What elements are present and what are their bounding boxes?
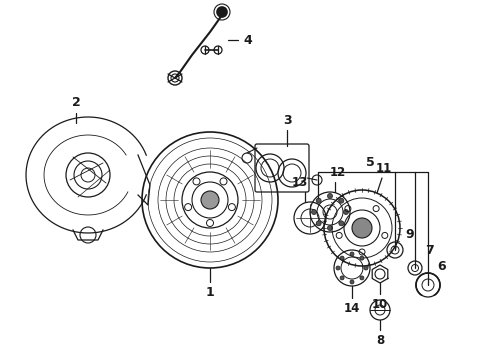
Circle shape	[339, 198, 344, 203]
Circle shape	[316, 221, 321, 226]
Text: 5: 5	[366, 156, 374, 168]
Text: 2: 2	[72, 96, 80, 109]
Circle shape	[217, 7, 227, 17]
Circle shape	[350, 252, 354, 256]
Text: 8: 8	[376, 333, 384, 346]
Circle shape	[201, 191, 219, 209]
Text: 7: 7	[425, 243, 433, 256]
Circle shape	[340, 276, 344, 280]
Circle shape	[327, 194, 333, 198]
Text: 4: 4	[244, 33, 252, 46]
Text: 1: 1	[206, 285, 215, 298]
Circle shape	[350, 280, 354, 284]
Text: 11: 11	[376, 162, 392, 175]
Text: 9: 9	[406, 229, 415, 242]
Circle shape	[336, 266, 340, 270]
Circle shape	[339, 221, 344, 226]
Text: 13: 13	[292, 176, 308, 189]
Text: 6: 6	[438, 261, 446, 274]
Circle shape	[340, 256, 344, 260]
Circle shape	[312, 210, 317, 215]
Circle shape	[352, 218, 372, 238]
Text: 12: 12	[330, 166, 346, 179]
Circle shape	[360, 256, 364, 260]
Text: 10: 10	[372, 297, 388, 310]
Circle shape	[360, 276, 364, 280]
Circle shape	[327, 225, 333, 230]
Circle shape	[364, 266, 368, 270]
Circle shape	[343, 210, 348, 215]
Text: 14: 14	[344, 302, 360, 315]
Text: 3: 3	[283, 113, 292, 126]
Circle shape	[316, 198, 321, 203]
